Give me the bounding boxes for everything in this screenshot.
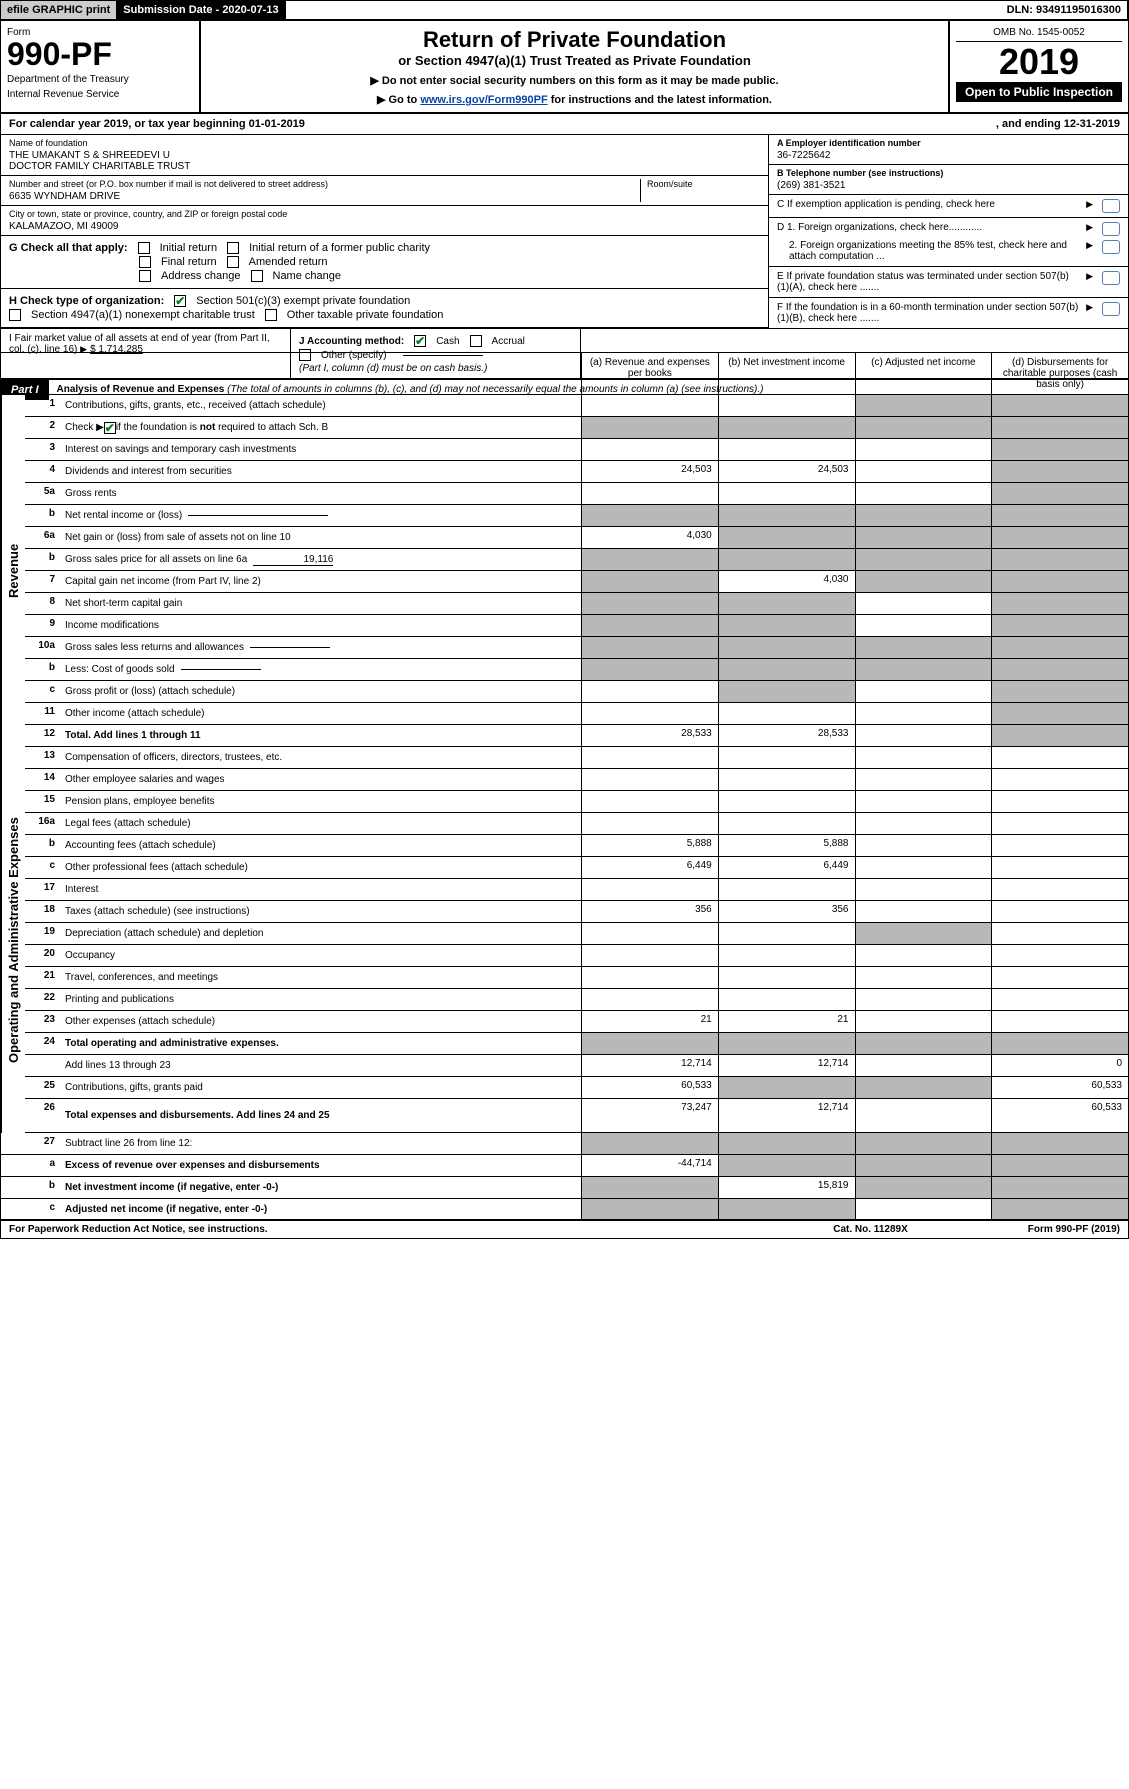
arrow-icon bbox=[1086, 271, 1096, 282]
name-cell: Name of foundation THE UMAKANT S & SHREE… bbox=[1, 135, 768, 176]
line27-block: 27Subtract line 26 from line 12: aExcess… bbox=[1, 1133, 1128, 1221]
revenue-section: Revenue 1Contributions, gifts, grants, e… bbox=[1, 395, 1128, 747]
checkbox-d1[interactable] bbox=[1102, 222, 1120, 236]
section-e: E If private foundation status was termi… bbox=[769, 267, 1128, 298]
checkbox-amended[interactable] bbox=[227, 256, 239, 268]
foundation-city: KALAMAZOO, MI 49009 bbox=[9, 221, 760, 232]
cal-year-begin: For calendar year 2019, or tax year begi… bbox=[9, 118, 305, 130]
efile-button[interactable]: efile GRAPHIC print bbox=[1, 1, 117, 19]
form-header: Form 990-PF Department of the Treasury I… bbox=[1, 21, 1128, 114]
tax-year: 2019 bbox=[956, 42, 1122, 82]
col-c: (c) Adjusted net income bbox=[855, 353, 992, 394]
c-label: C If exemption application is pending, c… bbox=[777, 199, 1080, 210]
addr-cell: Number and street (or P.O. box number if… bbox=[1, 176, 768, 206]
checkbox-sch-b[interactable] bbox=[104, 422, 116, 434]
d1-label: D 1. Foreign organizations, check here..… bbox=[777, 222, 1080, 233]
form-page: efile GRAPHIC print Submission Date - 20… bbox=[0, 0, 1129, 1239]
d2-label: 2. Foreign organizations meeting the 85%… bbox=[777, 240, 1080, 262]
checkbox-4947[interactable] bbox=[9, 309, 21, 321]
section-h: H Check type of organization: Section 50… bbox=[1, 289, 768, 328]
col-d: (d) Disbursements for charitable purpose… bbox=[991, 353, 1128, 394]
checkbox-f[interactable] bbox=[1102, 302, 1120, 316]
form-ref: Form 990-PF (2019) bbox=[1028, 1224, 1120, 1235]
room-label: Room/suite bbox=[647, 179, 760, 189]
omb-number: OMB No. 1545-0052 bbox=[956, 27, 1122, 42]
ein-label: A Employer identification number bbox=[777, 138, 1120, 148]
ein-cell: A Employer identification number 36-7225… bbox=[769, 135, 1128, 165]
city-cell: City or town, state or province, country… bbox=[1, 206, 768, 236]
checkbox-d2[interactable] bbox=[1102, 240, 1120, 254]
g-label: G Check all that apply: bbox=[9, 242, 128, 254]
f-label: F If the foundation is in a 60-month ter… bbox=[777, 302, 1080, 324]
info-right: A Employer identification number 36-7225… bbox=[768, 135, 1128, 328]
arrow-icon bbox=[1086, 222, 1096, 233]
form-title: Return of Private Foundation bbox=[207, 27, 942, 53]
foundation-info: Name of foundation THE UMAKANT S & SHREE… bbox=[1, 135, 1128, 329]
checkbox-e[interactable] bbox=[1102, 271, 1120, 285]
cat-number: Cat. No. 11289X bbox=[833, 1224, 907, 1235]
checkbox-accrual[interactable] bbox=[470, 335, 482, 347]
open-inspection: Open to Public Inspection bbox=[956, 82, 1122, 102]
checkbox-addr-change[interactable] bbox=[139, 270, 151, 282]
checkbox-501c3[interactable] bbox=[174, 295, 186, 307]
irs-label: Internal Revenue Service bbox=[7, 89, 193, 100]
checkbox-c[interactable] bbox=[1102, 199, 1120, 213]
section-g: G Check all that apply: Initial return I… bbox=[1, 236, 768, 289]
section-c: C If exemption application is pending, c… bbox=[769, 195, 1128, 218]
checkbox-initial[interactable] bbox=[138, 242, 150, 254]
header-center: Return of Private Foundation or Section … bbox=[201, 21, 948, 112]
name-label: Name of foundation bbox=[9, 138, 760, 148]
irs-link[interactable]: www.irs.gov/Form990PF bbox=[420, 94, 547, 106]
info-left: Name of foundation THE UMAKANT S & SHREE… bbox=[1, 135, 768, 328]
note-link: ▶ Go to www.irs.gov/Form990PF for instru… bbox=[207, 93, 942, 106]
form-subtitle: or Section 4947(a)(1) Trust Treated as P… bbox=[207, 53, 942, 68]
revenue-label: Revenue bbox=[1, 395, 25, 747]
dept-treasury: Department of the Treasury bbox=[7, 74, 193, 85]
ein-value: 36-7225642 bbox=[777, 150, 1120, 161]
page-footer: For Paperwork Reduction Act Notice, see … bbox=[1, 1221, 1128, 1238]
checkbox-other-tax[interactable] bbox=[265, 309, 277, 321]
foundation-address: 6635 WYNDHAM DRIVE bbox=[9, 191, 640, 202]
checkbox-initial-former[interactable] bbox=[227, 242, 239, 254]
addr-label: Number and street (or P.O. box number if… bbox=[9, 179, 640, 189]
phone-label: B Telephone number (see instructions) bbox=[777, 168, 1120, 178]
checkbox-cash[interactable] bbox=[414, 335, 426, 347]
foundation-name: THE UMAKANT S & SHREEDEVI U DOCTOR FAMIL… bbox=[9, 150, 760, 172]
column-headers: (a) Revenue and expenses per books (b) N… bbox=[1, 352, 1128, 395]
phone-value: (269) 381-3521 bbox=[777, 180, 1120, 191]
header-right: OMB No. 1545-0052 2019 Open to Public In… bbox=[948, 21, 1128, 112]
section-d: D 1. Foreign organizations, check here..… bbox=[769, 218, 1128, 267]
calendar-year-row: For calendar year 2019, or tax year begi… bbox=[1, 114, 1128, 135]
checkbox-name-change[interactable] bbox=[251, 270, 263, 282]
submission-date: Submission Date - 2020-07-13 bbox=[117, 1, 285, 19]
arrow-icon bbox=[1086, 199, 1096, 210]
col-a: (a) Revenue and expenses per books bbox=[581, 353, 718, 394]
header-left: Form 990-PF Department of the Treasury I… bbox=[1, 21, 201, 112]
top-bar: efile GRAPHIC print Submission Date - 20… bbox=[1, 1, 1128, 21]
arrow-icon bbox=[1086, 302, 1096, 313]
form-number: 990-PF bbox=[7, 38, 193, 70]
h-label: H Check type of organization: bbox=[9, 295, 164, 307]
dln: DLN: 93491195016300 bbox=[1001, 1, 1128, 19]
expenses-section: Operating and Administrative Expenses 13… bbox=[1, 747, 1128, 1133]
paperwork-notice: For Paperwork Reduction Act Notice, see … bbox=[9, 1224, 268, 1235]
expenses-label: Operating and Administrative Expenses bbox=[1, 747, 25, 1133]
note-ssn: ▶ Do not enter social security numbers o… bbox=[207, 74, 942, 87]
phone-cell: B Telephone number (see instructions) (2… bbox=[769, 165, 1128, 195]
checkbox-final[interactable] bbox=[139, 256, 151, 268]
city-label: City or town, state or province, country… bbox=[9, 209, 760, 219]
cal-year-end: , and ending 12-31-2019 bbox=[996, 118, 1120, 130]
j-label: J Accounting method: bbox=[299, 336, 404, 347]
section-f: F If the foundation is in a 60-month ter… bbox=[769, 298, 1128, 328]
arrow-icon bbox=[1086, 240, 1096, 251]
e-label: E If private foundation status was termi… bbox=[777, 271, 1080, 293]
col-b: (b) Net investment income bbox=[718, 353, 855, 394]
